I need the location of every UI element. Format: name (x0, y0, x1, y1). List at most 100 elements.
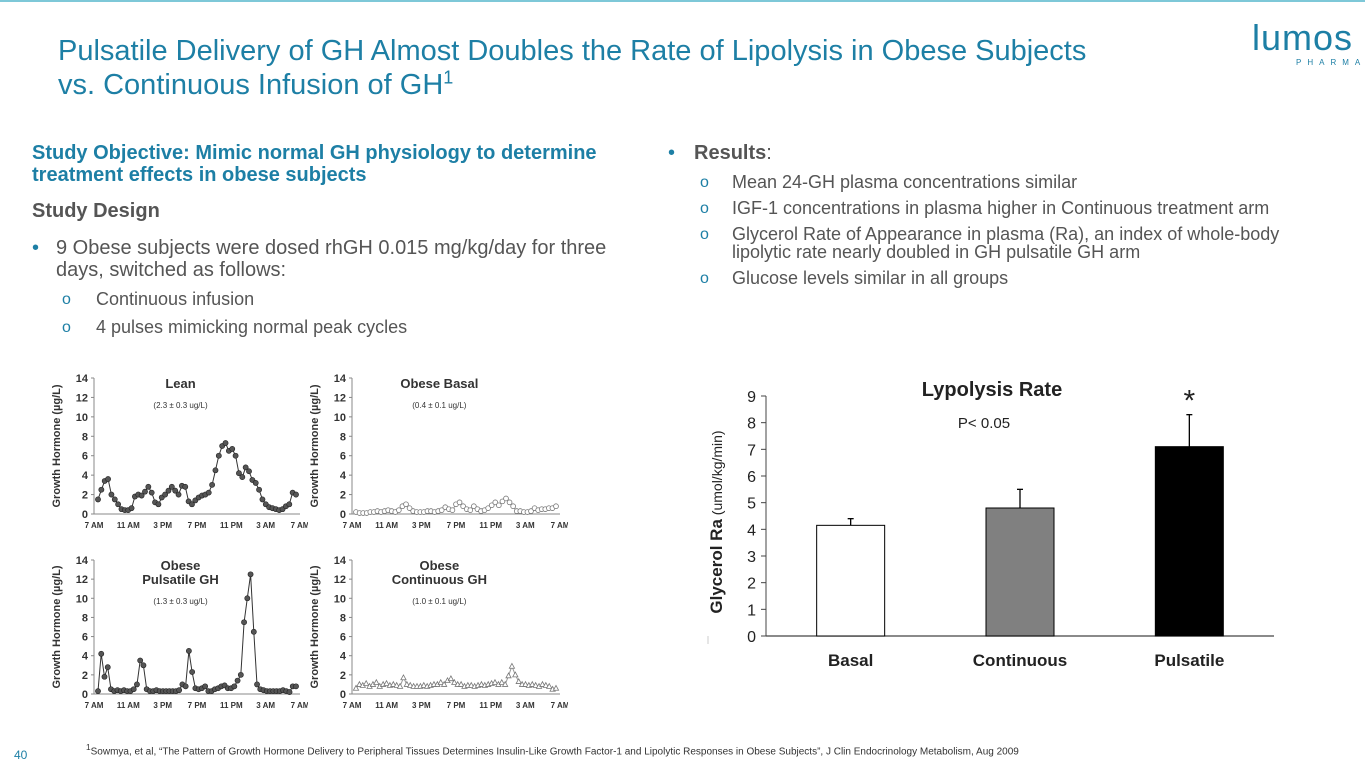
data-point (148, 489, 155, 496)
gh-chart-obese-basal: 0 2 4 6 8 10 12 14 7 AM 11 AM 3 PM 7 PM 11 PM 3 AM 7 A… (309, 373, 568, 530)
x-tick-label: 7 AM (291, 701, 308, 710)
data-point (393, 681, 400, 688)
panel-title: Lean (165, 376, 195, 391)
x-tick-label: 3 AM (256, 701, 275, 710)
data-point (447, 675, 455, 682)
data-point (250, 628, 257, 635)
data-point (244, 595, 251, 602)
data-point (451, 678, 458, 685)
data-point (503, 495, 509, 502)
bullet-marker: • (668, 142, 676, 164)
y-axis-label: Growth Hormone (µg/L) (309, 384, 321, 507)
y-axis-label: Glycerol Ra (umol/kg/min) (707, 430, 726, 613)
title-footnote-ref: 1 (443, 67, 454, 88)
data-point (506, 499, 513, 506)
data-point (542, 681, 550, 688)
results-colon: : (766, 142, 772, 164)
y-tick-label: 2 (340, 490, 346, 502)
y-tick-label: 2 (82, 490, 88, 502)
data-point (247, 571, 254, 578)
data-point (406, 681, 414, 688)
data-point (98, 486, 105, 493)
data-point (165, 487, 172, 494)
x-tick-label: 3 AM (516, 521, 535, 530)
x-tick-label: 3 AM (256, 521, 275, 530)
data-point (420, 681, 428, 688)
data-point (403, 501, 409, 508)
data-point (512, 671, 519, 678)
y-tick-label: 4 (340, 470, 347, 482)
data-point (515, 677, 522, 684)
x-tick-label: 11 AM (117, 701, 140, 710)
data-point (478, 680, 485, 687)
y-axis-label: Growth Hormone (µg/L) (51, 565, 63, 688)
bullet-marker: • (32, 237, 40, 259)
x-tick-label: 7 PM (447, 521, 466, 530)
y-tick-label: 14 (334, 373, 347, 385)
data-point (471, 503, 477, 510)
data-point (522, 680, 529, 687)
data-point (528, 508, 534, 514)
y-tick-label: 0 (340, 689, 346, 701)
data-point (485, 505, 491, 511)
y-axis-label: Growth Hormone (µg/L) (51, 384, 63, 507)
y-tick-label: 10 (334, 593, 346, 605)
data-point (552, 684, 560, 691)
top-accent-line (0, 0, 1365, 2)
result-item-text: Mean 24-GH plasma concentrations similar (732, 172, 1078, 192)
y-tick-label: 0 (82, 509, 88, 521)
x-tick-label: 11 PM (220, 521, 243, 530)
y-axis-label-units: (umol/kg/min) (709, 430, 725, 519)
panel-title-line2: Continuous GH (392, 572, 487, 587)
y-tick-label: 2 (82, 670, 88, 682)
panel-title-line2: Pulsatile GH (142, 572, 219, 587)
data-point (189, 501, 195, 508)
x-tick-label: 11 AM (375, 701, 398, 710)
x-tick-label: 7 AM (291, 521, 308, 530)
bar-basal (816, 524, 886, 637)
data-point (254, 681, 260, 688)
data-point (449, 507, 456, 513)
result-item-text: Glucose levels similar in all groups (732, 268, 1009, 288)
data-point (155, 501, 162, 508)
data-point (467, 681, 475, 688)
x-tick-label: 3 AM (516, 701, 535, 710)
sub-bullet-marker: o (700, 174, 709, 191)
data-point (231, 683, 238, 690)
data-point (142, 488, 148, 495)
x-tick-label: 3 PM (412, 521, 431, 530)
y-tick-label: 8 (340, 612, 346, 624)
study-section: Study Objective: Mimic normal GH physiol… (32, 142, 632, 337)
x-tick-label: 11 PM (220, 701, 243, 710)
panel-subtitle: (1.0 ± 0.1 ug/L) (412, 597, 467, 606)
y-tick-label: 8 (747, 416, 756, 433)
data-point (352, 684, 360, 691)
x-tick-label: 7 PM (188, 521, 207, 530)
data-point (256, 486, 262, 493)
x-tick-label: Basal (828, 651, 873, 670)
logo-subtitle: PHARMA (1296, 58, 1365, 67)
result-item-text: IGF-1 concentrations in plasma higher in… (732, 198, 1270, 218)
y-tick-label: 6 (340, 451, 346, 463)
data-point (222, 440, 229, 446)
dosing-bullet-text: 9 Obese subjects were dosed rhGH 0.015 m… (56, 237, 607, 281)
data-point (140, 662, 147, 669)
data-point (189, 669, 196, 675)
y-tick-label: 1 (747, 602, 756, 619)
y-tick-label: 3 (747, 549, 756, 566)
data-point (293, 683, 299, 690)
design-sub-item: o Continuous infusion (32, 289, 632, 309)
gh-chart-obese-pulsatile: 0 2 4 6 8 10 12 14 7 AM 11 AM 3 PM 7 PM 11 PM 3 AM 7 A… (51, 555, 308, 710)
panel-title: Obese (161, 558, 201, 573)
gh-chart-lean: 0 2 4 6 8 10 12 14 7 AM 11 AM 3 PM 7 PM 11 PM 3 AM 7 A… (51, 373, 308, 530)
data-point (396, 507, 402, 513)
data-point (172, 487, 179, 494)
x-tick-label: 7 PM (447, 701, 466, 710)
data-point (383, 679, 390, 686)
y-tick-label: 14 (76, 555, 89, 567)
y-axis-label-bold: Glycerol Ra (707, 519, 726, 614)
data-point (182, 683, 189, 690)
data-point (467, 507, 474, 513)
x-tick-label: 3 PM (153, 701, 172, 710)
y-tick-label: 0 (82, 689, 88, 701)
